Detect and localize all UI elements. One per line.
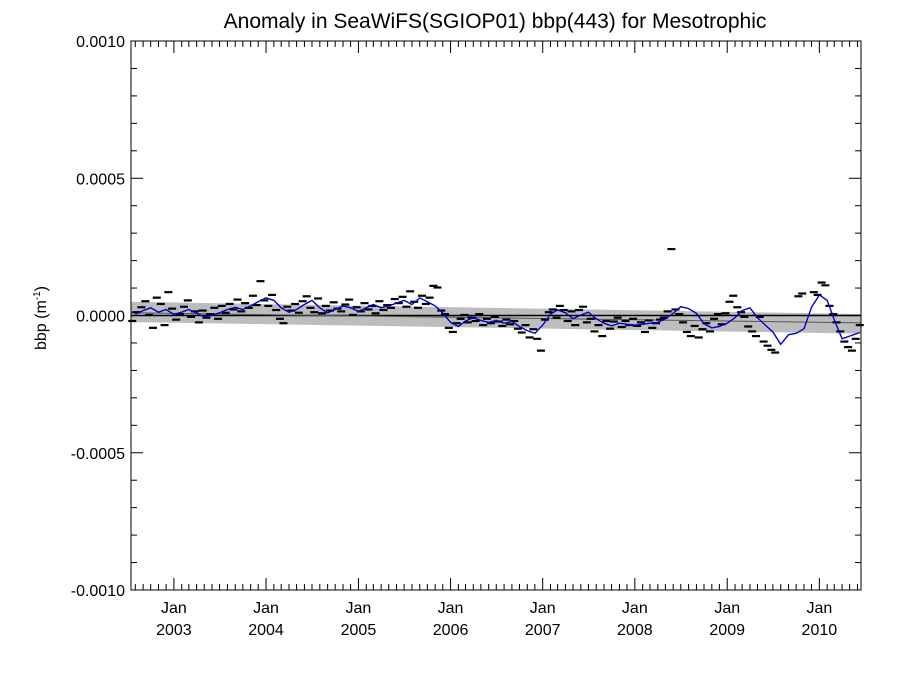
x-tick-month-label-1: Jan <box>253 600 279 617</box>
x-tick-year-label-1: 2004 <box>248 622 284 639</box>
x-tick-month-label-2: Jan <box>346 600 372 617</box>
plot-area <box>128 247 864 354</box>
x-tick-month-label-6: Jan <box>714 600 740 617</box>
x-tick-year-label-7: 2010 <box>802 622 838 639</box>
y-tick-label-1: 0.0005 <box>76 171 125 188</box>
x-tick-month-label-0: Jan <box>161 600 187 617</box>
x-tick-year-label-6: 2009 <box>709 622 745 639</box>
x-tick-month-label-5: Jan <box>622 600 648 617</box>
y-axis-label-main: bbp (m <box>33 300 50 350</box>
x-tick-year-label-0: 2003 <box>156 622 192 639</box>
y-axis-label: bbp (m-1) <box>32 286 50 350</box>
axes: 0.0010 0.0005 0.0000 -0.0005 -0.0010 Jan 2003 J… <box>71 34 862 639</box>
y-tick-label-2: 0.0000 <box>76 309 125 326</box>
x-tick-month-label-7: Jan <box>806 600 832 617</box>
y-axis-label-close: ) <box>33 286 50 291</box>
y-tick-label-4: -0.0010 <box>71 583 125 600</box>
x-tick-year-label-4: 2007 <box>525 622 561 639</box>
x-tick-month-label-4: Jan <box>530 600 556 617</box>
y-tick-label-3: -0.0005 <box>71 446 125 463</box>
y-tick-label-0: 0.0010 <box>76 34 125 51</box>
y-axis-label-superscript: -1 <box>32 291 43 300</box>
chart-title: Anomaly in SeaWiFS(SGIOP01) bbp(443) for… <box>224 10 767 33</box>
x-tick-month-label-3: Jan <box>438 600 464 617</box>
smoothed-anomaly-line <box>135 293 860 346</box>
x-tick-year-label-5: 2008 <box>617 622 653 639</box>
x-tick-year-label-3: 2006 <box>433 622 469 639</box>
x-tick-year-label-2: 2005 <box>341 622 377 639</box>
